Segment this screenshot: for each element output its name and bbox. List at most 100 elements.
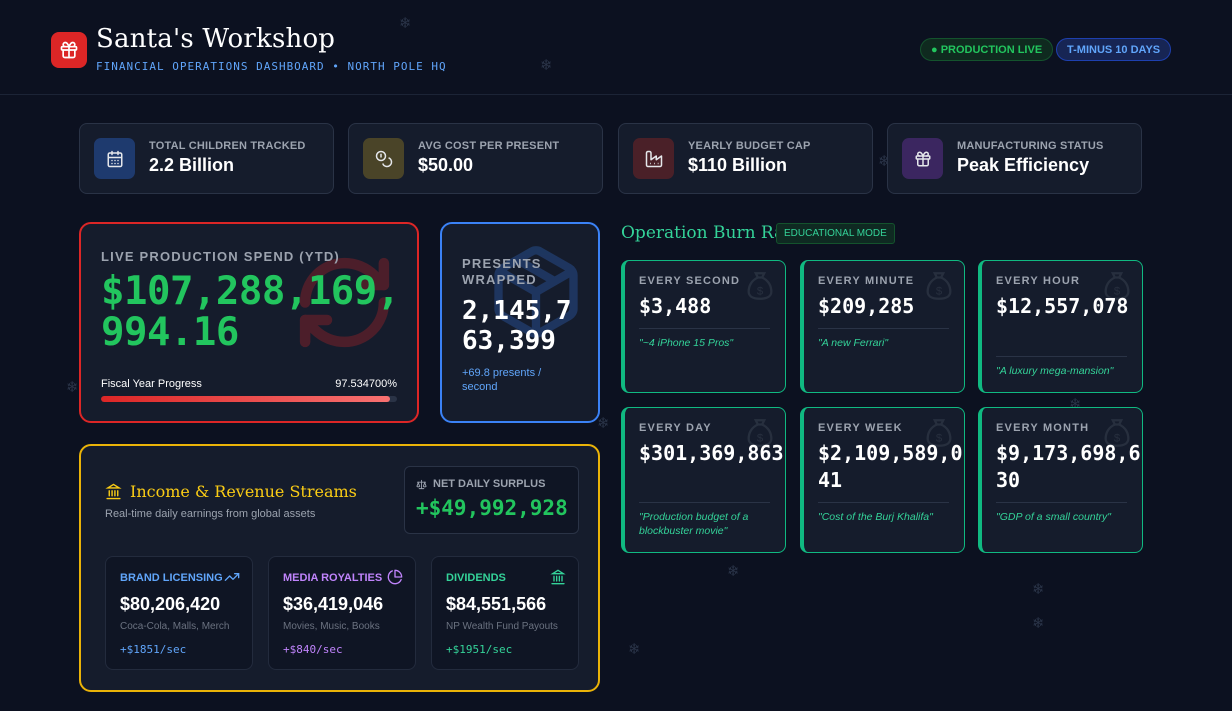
- money-bag-icon: $: [747, 419, 773, 447]
- stat-label: AVG COST PER PRESENT: [418, 140, 560, 152]
- live-spend-value: $107,288,169,994.16: [101, 269, 400, 355]
- presents-rate: +69.8 presents / second: [462, 367, 542, 393]
- burn-card-day: $ EVERY DAY $301,369,863 "Production bud…: [621, 407, 786, 553]
- divider: [639, 502, 770, 503]
- package-icon: [494, 246, 578, 338]
- burn-value: $9,173,698,630: [996, 441, 1141, 492]
- burn-value: $209,285: [818, 294, 915, 318]
- svg-text:$: $: [936, 286, 943, 298]
- bank-icon: [550, 569, 566, 585]
- snowflake-icon: ❄: [628, 640, 641, 658]
- revenue-card-brand-licensing: BRAND LICENSING $80,206,420 Coca-Cola, M…: [105, 556, 253, 670]
- burn-label: EVERY MONTH: [996, 422, 1090, 434]
- revenue-rate: +$1851/sec: [120, 643, 187, 656]
- production-live-badge: ● PRODUCTION LIVE: [920, 38, 1054, 61]
- snowflake-icon: ❄: [1032, 580, 1045, 598]
- burn-note: "A luxury mega-mansion": [996, 365, 1114, 377]
- revenue-value: $36,419,046: [283, 594, 384, 614]
- money-bag-icon: $: [747, 272, 773, 300]
- bank-icon: [105, 483, 122, 500]
- presents-value: 2,145,763,399: [462, 296, 572, 356]
- income-revenue-card: Income & Revenue Streams Real-time daily…: [79, 444, 600, 692]
- burn-label: EVERY WEEK: [818, 422, 903, 434]
- revenue-description: Movies, Music, Books: [283, 621, 380, 632]
- fiscal-year-progress-fill: [101, 396, 390, 402]
- fiscal-year-progress-bar: [101, 396, 397, 402]
- net-daily-surplus-box: NET DAILY SURPLUS +$49,992,928: [404, 466, 579, 534]
- snowflake-icon: ❄: [540, 56, 553, 74]
- burn-card-hour: $ EVERY HOUR $12,557,078 "A luxury mega-…: [978, 260, 1143, 393]
- burn-value: $301,369,863: [639, 441, 784, 465]
- burn-note: "Production budget of a blockbuster movi…: [639, 511, 749, 537]
- stat-value: $110 Billion: [688, 155, 788, 175]
- revenue-label: DIVIDENDS: [446, 572, 506, 584]
- revenue-value: $84,551,566: [446, 594, 547, 614]
- stat-card-children: TOTAL CHILDREN TRACKED 2.2 Billion: [79, 123, 334, 194]
- divider: [996, 502, 1127, 503]
- revenue-rate: +$840/sec: [283, 643, 343, 656]
- divider: [818, 502, 949, 503]
- header: Santa's Workshop FINANCIAL OPERATIONS DA…: [0, 0, 1232, 95]
- revenue-rate: +$1951/sec: [446, 643, 513, 656]
- burn-note: "A new Ferrari": [818, 337, 889, 349]
- burn-value: $2,109,589,041: [818, 441, 963, 492]
- money-bag-icon: $: [926, 419, 952, 447]
- refresh-icon: [299, 257, 390, 348]
- snowflake-icon: ❄: [727, 562, 740, 580]
- stat-card-avg-cost: AVG COST PER PRESENT $50.00: [348, 123, 603, 194]
- money-bag-icon: $: [1104, 419, 1130, 447]
- revenue-card-dividends: DIVIDENDS $84,551,566 NP Wealth Fund Pay…: [431, 556, 579, 670]
- coins-icon: [363, 138, 404, 179]
- gift-logo-icon: [51, 32, 87, 68]
- revenue-label: MEDIA ROYALTIES: [283, 572, 383, 584]
- money-bag-icon: $: [926, 272, 952, 300]
- surplus-value: +$49,992,928: [416, 496, 568, 520]
- revenue-label: BRAND LICENSING: [120, 572, 223, 584]
- fiscal-year-label: Fiscal Year Progress: [101, 378, 202, 390]
- stat-value: Peak Efficiency: [957, 155, 1090, 175]
- income-title: Income & Revenue Streams: [105, 482, 357, 501]
- surplus-label-text: NET DAILY SURPLUS: [433, 478, 546, 490]
- burn-card-week: $ EVERY WEEK $2,109,589,041 "Cost of the…: [800, 407, 965, 553]
- svg-text:$: $: [1114, 433, 1121, 445]
- stat-card-budget-cap: YEARLY BUDGET CAP $110 Billion: [618, 123, 873, 194]
- live-production-spend-card: LIVE PRODUCTION SPEND (YTD) $107,288,169…: [79, 222, 419, 423]
- revenue-value: $80,206,420: [120, 594, 221, 614]
- burn-note: "Cost of the Burj Khalifa": [818, 511, 933, 523]
- stat-label: YEARLY BUDGET CAP: [688, 140, 811, 152]
- pie-chart-icon: [387, 569, 403, 585]
- trending-up-icon: [224, 573, 240, 581]
- gift-icon: [902, 138, 943, 179]
- presents-label: PRESENTS WRAPPED: [462, 256, 542, 287]
- stat-value: $50.00: [418, 155, 474, 175]
- burn-value: $12,557,078: [996, 294, 1129, 318]
- calendar-icon: [94, 138, 135, 179]
- stat-label: TOTAL CHILDREN TRACKED: [149, 140, 306, 152]
- divider: [996, 356, 1127, 357]
- income-subtitle: Real-time daily earnings from global ass…: [105, 508, 316, 520]
- app-title: Santa's Workshop: [96, 24, 336, 54]
- burn-card-minute: $ EVERY MINUTE $209,285 "A new Ferrari": [800, 260, 965, 393]
- scale-icon: [416, 479, 427, 489]
- burn-value: $3,488: [639, 294, 712, 318]
- fiscal-year-percent: 97.534700%: [335, 378, 397, 390]
- burn-note: "~4 iPhone 15 Pros": [639, 337, 734, 349]
- revenue-description: Coca-Cola, Malls, Merch: [120, 621, 230, 632]
- burn-card-second: $ EVERY SECOND $3,488 "~4 iPhone 15 Pros…: [621, 260, 786, 393]
- revenue-description: NP Wealth Fund Payouts: [446, 621, 558, 632]
- burn-label: EVERY DAY: [639, 422, 712, 434]
- svg-text:$: $: [757, 433, 764, 445]
- burn-rate-title: Operation Burn Rate: [621, 223, 802, 243]
- divider: [639, 328, 770, 329]
- stat-label: MANUFACTURING STATUS: [957, 140, 1104, 152]
- snowflake-icon: ❄: [597, 414, 610, 432]
- svg-text:$: $: [1114, 286, 1121, 298]
- burn-label: EVERY MINUTE: [818, 275, 915, 287]
- snowflake-icon: ❄: [1032, 614, 1045, 632]
- countdown-badge: T-MINUS 10 DAYS: [1056, 38, 1172, 61]
- divider: [818, 328, 949, 329]
- stat-value: 2.2 Billion: [149, 155, 235, 175]
- factory-icon: [633, 138, 674, 179]
- burn-note: "GDP of a small country": [996, 511, 1112, 523]
- burn-label: EVERY HOUR: [996, 275, 1081, 287]
